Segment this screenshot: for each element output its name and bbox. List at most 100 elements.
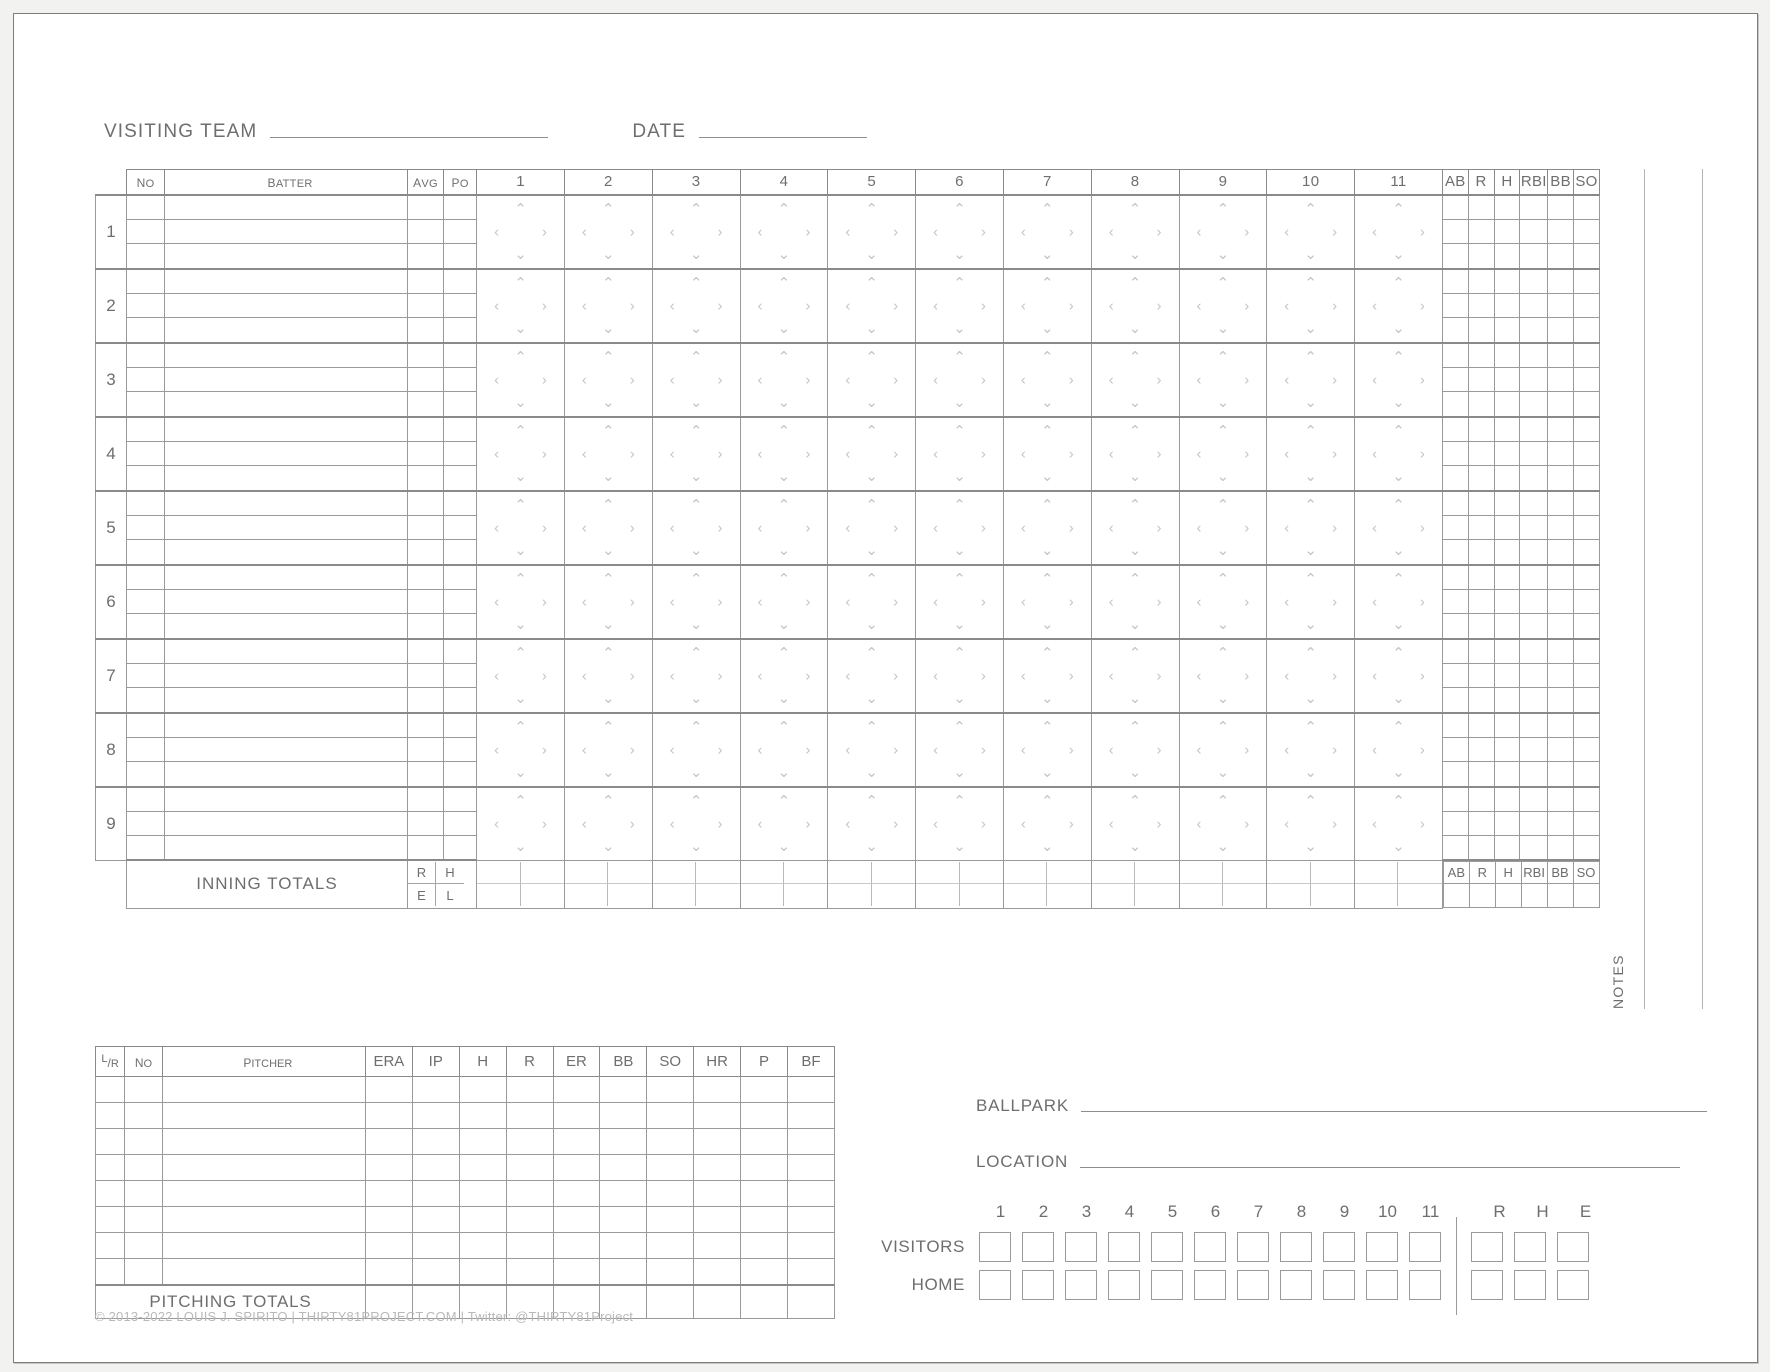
batter-stat-cell-so[interactable] xyxy=(1573,736,1600,763)
location-field[interactable]: LOCATION xyxy=(976,1152,1681,1172)
batter-stat-cell-r[interactable] xyxy=(1467,218,1495,245)
inning-total-quadrant[interactable] xyxy=(1047,862,1091,884)
inning-total-quadrant[interactable] xyxy=(1135,884,1178,906)
batter-stat-cell-rbi[interactable] xyxy=(1519,736,1549,763)
pitcher-cell[interactable] xyxy=(124,1232,163,1259)
scoring-cell-batter-7-inning-3[interactable]: ⌃ ‹ › ⌄ xyxy=(651,637,741,713)
batter-avg-cell[interactable] xyxy=(406,292,445,319)
line-score-row-home[interactable] xyxy=(979,1255,1607,1315)
batter-no-cell[interactable] xyxy=(125,514,166,541)
pitcher-cell[interactable] xyxy=(646,1180,695,1207)
scoring-cell-batter-7-inning-7[interactable]: ⌃ ‹ › ⌄ xyxy=(1002,637,1092,713)
batter-avg-cell[interactable] xyxy=(406,835,445,861)
scoring-cell-batter-6-inning-2[interactable]: ⌃ ‹ › ⌄ xyxy=(563,563,653,639)
batter-stat-cell-h[interactable] xyxy=(1493,341,1521,368)
batter-stat-cell-ab[interactable] xyxy=(1441,761,1469,788)
batter-avg-cell[interactable] xyxy=(406,637,445,664)
batter-stat-cell-h[interactable] xyxy=(1493,317,1521,344)
scoring-cell-batter-6-inning-10[interactable]: ⌃ ‹ › ⌄ xyxy=(1266,563,1356,639)
batter-stat-cell-so[interactable] xyxy=(1573,613,1600,640)
pitcher-cell[interactable] xyxy=(740,1258,788,1285)
batter-stat-cell-so[interactable] xyxy=(1573,539,1600,566)
pitcher-cell[interactable] xyxy=(786,1154,836,1181)
pitcher-cell[interactable] xyxy=(786,1258,836,1285)
pitching-total-cell-so[interactable] xyxy=(646,1283,695,1319)
inning-total-quadrant[interactable] xyxy=(1398,862,1442,884)
scoring-cell-batter-5-inning-10[interactable]: ⌃ ‹ › ⌄ xyxy=(1266,489,1356,565)
batter-po-cell[interactable] xyxy=(443,835,478,861)
batter-batter-cell[interactable] xyxy=(164,637,408,664)
pitching-total-cell-r[interactable] xyxy=(505,1283,554,1319)
scoring-cell-batter-3-inning-4[interactable]: ⌃ ‹ › ⌄ xyxy=(739,341,829,417)
batter-po-cell[interactable] xyxy=(443,662,478,689)
batter-no-cell[interactable] xyxy=(125,835,166,861)
pitcher-cell[interactable] xyxy=(505,1076,554,1103)
batter-batter-cell[interactable] xyxy=(164,662,408,689)
batter-stat-cell-ab[interactable] xyxy=(1441,465,1469,492)
batter-avg-cell[interactable] xyxy=(406,465,445,492)
batter-stat-cell-r[interactable] xyxy=(1467,292,1495,319)
batter-stat-cell-r[interactable] xyxy=(1467,711,1495,738)
batter-no-cell[interactable] xyxy=(125,588,166,615)
batter-po-cell[interactable] xyxy=(443,193,478,220)
inning-total-quadrant[interactable] xyxy=(741,884,784,906)
batter-stat-cell-ab[interactable] xyxy=(1441,489,1469,516)
batter-no-cell[interactable] xyxy=(125,785,166,812)
pitcher-cell[interactable] xyxy=(364,1154,413,1181)
batter-stat-cell-bb[interactable] xyxy=(1547,637,1575,664)
scoring-cell-batter-6-inning-7[interactable]: ⌃ ‹ › ⌄ xyxy=(1002,563,1092,639)
batter-stat-cell-ab[interactable] xyxy=(1441,662,1469,689)
batter-batter-cell[interactable] xyxy=(164,835,408,861)
pitcher-cell[interactable] xyxy=(740,1128,788,1155)
scoring-cell-batter-5-inning-3[interactable]: ⌃ ‹ › ⌄ xyxy=(651,489,741,565)
pitcher-cell[interactable] xyxy=(161,1232,366,1259)
pitcher-cell[interactable] xyxy=(94,1102,126,1129)
batter-stat-cell-r[interactable] xyxy=(1467,465,1495,492)
batter-stat-cell-bb[interactable] xyxy=(1547,711,1575,738)
batter-stat-cell-bb[interactable] xyxy=(1547,366,1575,393)
scoring-cell-batter-2-inning-9[interactable]: ⌃ ‹ › ⌄ xyxy=(1178,267,1268,343)
batter-stat-cell-rbi[interactable] xyxy=(1519,317,1549,344)
scoring-cell-batter-7-inning-5[interactable]: ⌃ ‹ › ⌄ xyxy=(827,637,917,713)
batter-avg-cell[interactable] xyxy=(406,736,445,763)
pitching-total-cell-ip[interactable] xyxy=(411,1283,460,1319)
totals-stat-value-r[interactable] xyxy=(1468,883,1496,908)
batter-po-cell[interactable] xyxy=(443,711,478,738)
notes-area[interactable]: NOTES xyxy=(1610,169,1744,1009)
batter-stat-cell-ab[interactable] xyxy=(1441,835,1469,861)
scoring-cell-batter-2-inning-11[interactable]: ⌃ ‹ › ⌄ xyxy=(1354,267,1443,343)
batter-stat-cell-rbi[interactable] xyxy=(1519,835,1549,861)
pitcher-cell[interactable] xyxy=(646,1076,695,1103)
batter-no-cell[interactable] xyxy=(125,489,166,516)
scoring-cell-batter-9-inning-6[interactable]: ⌃ ‹ › ⌄ xyxy=(915,785,1004,861)
batter-batter-cell[interactable] xyxy=(164,292,408,319)
batter-stat-cell-so[interactable] xyxy=(1573,218,1600,245)
batter-stat-cell-h[interactable] xyxy=(1493,785,1521,812)
pitcher-cell[interactable] xyxy=(552,1128,601,1155)
scoring-cell-batter-5-inning-2[interactable]: ⌃ ‹ › ⌄ xyxy=(563,489,653,565)
pitcher-cell[interactable] xyxy=(693,1258,742,1285)
pitcher-cell[interactable] xyxy=(364,1102,413,1129)
batter-stat-cell-so[interactable] xyxy=(1573,415,1600,442)
pitcher-cell[interactable] xyxy=(693,1180,742,1207)
scoring-cell-batter-8-inning-10[interactable]: ⌃ ‹ › ⌄ xyxy=(1266,711,1356,787)
batter-avg-cell[interactable] xyxy=(406,218,445,245)
batter-stat-cell-ab[interactable] xyxy=(1441,810,1469,836)
inning-total-quadrant[interactable] xyxy=(521,884,564,906)
batter-stat-cell-ab[interactable] xyxy=(1441,588,1469,615)
batter-stat-cell-so[interactable] xyxy=(1573,341,1600,368)
scoring-cell-batter-5-inning-8[interactable]: ⌃ ‹ › ⌄ xyxy=(1090,489,1180,565)
batter-stat-cell-rbi[interactable] xyxy=(1519,391,1549,418)
batter-po-cell[interactable] xyxy=(443,317,478,344)
scoring-cell-batter-8-inning-2[interactable]: ⌃ ‹ › ⌄ xyxy=(563,711,653,787)
inning-total-quadrant[interactable] xyxy=(1267,862,1311,884)
batter-stat-cell-h[interactable] xyxy=(1493,662,1521,689)
batter-stat-cell-so[interactable] xyxy=(1573,366,1600,393)
batter-batter-cell[interactable] xyxy=(164,687,408,714)
pitching-total-cell-hr[interactable] xyxy=(693,1283,742,1319)
scoring-cell-batter-9-inning-3[interactable]: ⌃ ‹ › ⌄ xyxy=(651,785,741,861)
inning-total-quadrant[interactable] xyxy=(1398,884,1441,906)
batter-no-cell[interactable] xyxy=(125,539,166,566)
line-score-box-visitors-inning-10[interactable] xyxy=(1366,1232,1398,1262)
line-score-box-visitors-inning-1[interactable] xyxy=(979,1232,1011,1262)
